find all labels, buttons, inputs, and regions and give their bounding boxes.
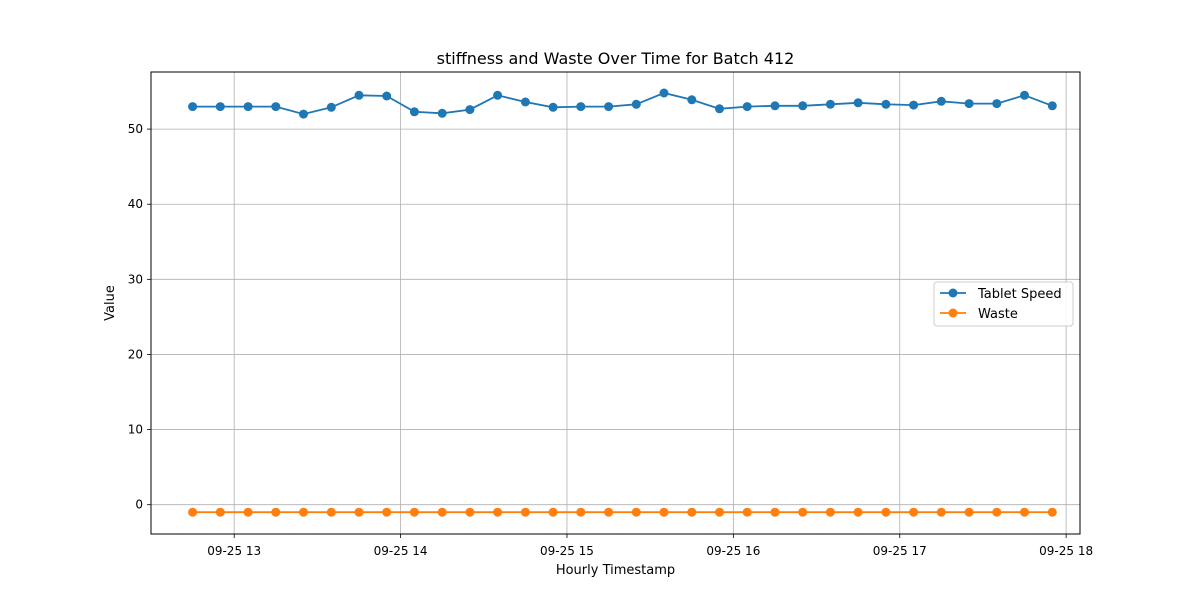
- data-point: [520, 507, 530, 517]
- data-point: [742, 102, 752, 112]
- legend-label: Waste: [978, 307, 1018, 322]
- data-point: [299, 109, 308, 119]
- data-point: [188, 507, 198, 517]
- data-point: [936, 507, 946, 517]
- x-tick-label: 09-25 18: [1039, 544, 1093, 558]
- data-point: [215, 102, 225, 112]
- x-tick-label: 09-25 14: [374, 544, 428, 558]
- y-tick-label: 0: [135, 498, 143, 512]
- data-point: [437, 507, 447, 517]
- series-line: [192, 92, 1053, 116]
- data-point: [715, 104, 724, 114]
- data-point: [936, 96, 946, 106]
- data-point: [853, 507, 863, 517]
- data-point: [825, 99, 835, 109]
- data-point: [992, 507, 1002, 517]
- data-point: [631, 99, 641, 109]
- data-point: [548, 507, 558, 517]
- data-point: [659, 88, 669, 98]
- y-tick-label: 50: [128, 122, 143, 136]
- series-layer: [188, 88, 1057, 517]
- legend: Tablet Speed Waste: [933, 281, 1074, 327]
- data-point: [576, 507, 586, 517]
- y-tick-label: 10: [128, 423, 143, 437]
- data-point: [715, 507, 724, 517]
- data-point: [825, 507, 835, 517]
- data-point: [576, 102, 586, 112]
- data-point: [798, 101, 808, 111]
- data-point: [1020, 90, 1029, 100]
- data-point: [881, 99, 891, 109]
- x-tick-label: 09-25 15: [540, 544, 594, 558]
- chart-title: stiffness and Waste Over Time for Batch …: [437, 49, 795, 68]
- data-point: [770, 507, 780, 517]
- data-point: [354, 507, 364, 517]
- data-point: [382, 91, 392, 101]
- grid-lines: [151, 72, 1080, 534]
- data-point: [631, 507, 641, 517]
- legend-label: Tablet Speed: [977, 287, 1062, 302]
- data-point: [243, 102, 253, 112]
- data-point: [354, 90, 364, 100]
- data-point: [909, 100, 919, 110]
- data-point: [437, 108, 447, 118]
- data-point: [687, 95, 697, 105]
- legend-marker: [948, 288, 958, 298]
- data-point: [188, 102, 198, 112]
- y-tick-label: 30: [128, 272, 143, 286]
- x-tick-label: 09-25 17: [873, 544, 927, 558]
- data-point: [299, 507, 308, 517]
- data-point: [520, 97, 530, 107]
- y-tick-label: 20: [128, 347, 143, 361]
- data-point: [853, 98, 863, 108]
- y-axis-label: Value: [103, 285, 118, 321]
- data-point: [1047, 101, 1057, 111]
- data-point: [798, 507, 808, 517]
- data-point: [881, 507, 891, 517]
- data-point: [493, 90, 503, 100]
- plot-frame: [150, 71, 1081, 535]
- legend-box: [933, 281, 1074, 327]
- data-point: [1047, 507, 1057, 517]
- data-point: [271, 507, 281, 517]
- data-point: [604, 507, 614, 517]
- data-point: [326, 507, 336, 517]
- data-point: [271, 102, 281, 112]
- series-1: [188, 507, 1057, 517]
- y-tick-label: 40: [128, 197, 143, 211]
- x-tick-label: 09-25 16: [706, 544, 760, 558]
- data-point: [382, 507, 392, 517]
- data-point: [493, 507, 503, 517]
- data-point: [909, 507, 919, 517]
- axis-ticks: 0 10 20 30 40 50 09-25 13 09-25 14 09-25 15 09-25…: [128, 122, 1093, 558]
- data-point: [215, 507, 225, 517]
- data-point: [964, 507, 974, 517]
- data-point: [964, 99, 974, 109]
- data-point: [742, 507, 752, 517]
- data-point: [465, 105, 475, 115]
- data-point: [1020, 507, 1029, 517]
- data-point: [770, 101, 780, 111]
- series-0: [188, 88, 1057, 119]
- data-point: [604, 102, 614, 112]
- data-point: [659, 507, 669, 517]
- data-point: [465, 507, 475, 517]
- data-point: [243, 507, 253, 517]
- legend-marker: [948, 308, 958, 318]
- data-point: [992, 99, 1002, 109]
- x-tick-label: 09-25 13: [207, 544, 261, 558]
- data-point: [409, 507, 419, 517]
- data-point: [548, 102, 558, 112]
- data-point: [687, 507, 697, 517]
- data-point: [326, 102, 336, 112]
- data-point: [409, 107, 419, 117]
- x-axis-label: Hourly Timestamp: [556, 563, 675, 578]
